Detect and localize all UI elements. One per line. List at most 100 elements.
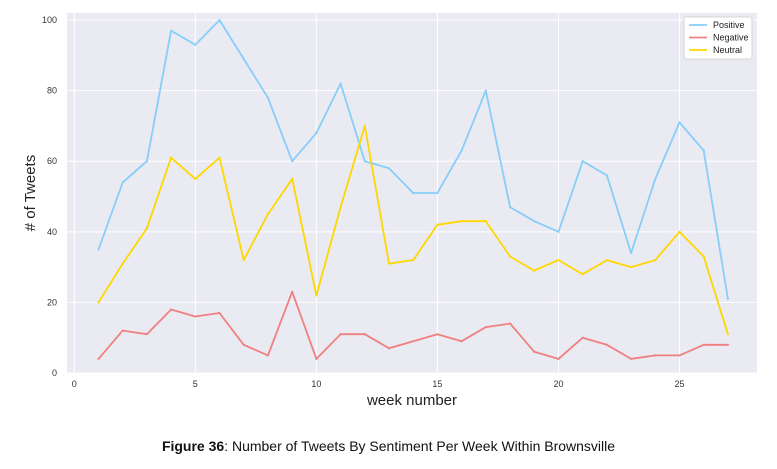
data-point-negative — [533, 350, 536, 353]
data-point-negative — [557, 357, 560, 360]
data-point-positive — [726, 297, 730, 300]
y-tick-label: 60 — [47, 156, 57, 166]
data-point-negative — [630, 357, 633, 360]
legend-label-negative: Negative — [713, 33, 749, 43]
data-point-positive — [97, 248, 100, 251]
caption-text: : Number of Tweets By Sentiment Per Week… — [224, 438, 616, 454]
y-tick-label: 0 — [52, 368, 57, 378]
data-point-negative — [460, 340, 463, 343]
line-chart: 0 5 10 15 20 25 0 20 40 60 80 100 week number # of … — [22, 13, 757, 409]
data-point-negative — [387, 347, 391, 350]
data-point-neutral — [170, 156, 173, 159]
data-point-positive — [363, 160, 366, 163]
grid — [67, 13, 757, 374]
x-tick-label: 25 — [675, 379, 685, 389]
data-point-neutral — [194, 177, 197, 180]
data-point-negative — [266, 354, 270, 357]
data-point-positive — [436, 191, 439, 195]
data-point-positive — [242, 57, 245, 60]
data-point-neutral — [581, 273, 584, 276]
x-tick-label: 5 — [193, 379, 198, 389]
data-point-positive — [533, 220, 536, 223]
data-point-negative — [97, 357, 100, 360]
data-point-neutral — [363, 124, 366, 128]
data-point-neutral — [97, 301, 100, 304]
data-point-positive — [121, 181, 124, 184]
data-point-neutral — [460, 220, 463, 223]
data-point-positive — [605, 174, 608, 177]
data-point-positive — [460, 149, 463, 152]
data-point-neutral — [387, 262, 391, 265]
data-point-neutral — [557, 258, 560, 262]
series-lines — [97, 18, 730, 360]
legend-label-neutral: Neutral — [713, 45, 742, 55]
data-point-neutral — [145, 227, 148, 230]
data-point-positive — [170, 29, 173, 32]
y-tick-label: 40 — [47, 227, 57, 237]
data-point-neutral — [630, 266, 633, 269]
data-point-positive — [557, 230, 560, 233]
figure-caption: Figure 36: Number of Tweets By Sentiment… — [0, 438, 777, 454]
data-point-positive — [630, 251, 633, 255]
data-point-negative — [121, 329, 124, 332]
data-point-neutral — [266, 213, 270, 216]
data-point-negative — [678, 354, 681, 357]
data-point-neutral — [315, 294, 318, 297]
data-point-negative — [170, 308, 173, 311]
data-point-neutral — [484, 220, 487, 223]
data-point-positive — [194, 43, 197, 46]
data-point-negative — [339, 333, 342, 336]
data-point-negative — [218, 311, 221, 315]
data-point-negative — [436, 333, 439, 336]
data-point-positive — [654, 177, 657, 180]
y-axis-label: # of Tweets — [22, 155, 39, 231]
data-point-neutral — [242, 258, 245, 262]
data-point-negative — [654, 354, 657, 357]
legend-box — [683, 16, 753, 60]
data-point-negative — [145, 333, 148, 336]
data-point-positive — [508, 206, 512, 209]
data-point-positive — [484, 89, 487, 92]
legend-label-positive: Positive — [713, 20, 745, 30]
data-point-neutral — [436, 223, 439, 226]
data-point-negative — [194, 315, 197, 318]
data-point-neutral — [412, 258, 415, 262]
data-point-negative — [726, 343, 730, 346]
x-tick-label: 20 — [553, 379, 563, 389]
data-point-positive — [315, 131, 318, 135]
data-point-neutral — [654, 258, 657, 262]
data-point-positive — [387, 167, 391, 170]
data-point-positive — [218, 18, 221, 22]
x-axis-label: week number — [366, 392, 457, 409]
data-point-neutral — [218, 156, 221, 159]
data-point-neutral — [533, 269, 536, 272]
data-point-neutral — [121, 262, 124, 265]
tick-labels: 0 5 10 15 20 25 0 20 40 60 80 100 — [42, 15, 685, 389]
data-point-positive — [581, 160, 584, 163]
data-point-positive — [339, 82, 342, 85]
data-point-positive — [266, 96, 270, 99]
data-point-negative — [508, 322, 512, 325]
legend: Positive Negative Neutral — [683, 16, 753, 60]
data-point-neutral — [678, 230, 681, 233]
x-tick-label: 15 — [432, 379, 442, 389]
data-point-negative — [363, 333, 366, 336]
data-point-neutral — [339, 206, 342, 209]
data-point-neutral — [702, 255, 705, 258]
data-point-neutral — [726, 333, 730, 336]
data-point-negative — [315, 357, 318, 360]
data-point-negative — [581, 336, 584, 339]
data-point-negative — [242, 343, 245, 346]
data-point-positive — [145, 160, 148, 163]
data-point-negative — [291, 290, 294, 293]
data-point-negative — [605, 343, 608, 346]
data-point-neutral — [605, 258, 608, 262]
data-point-negative — [484, 326, 487, 329]
figure-number: Figure 36 — [161, 438, 225, 454]
y-tick-label: 20 — [47, 297, 57, 307]
x-tick-label: 10 — [311, 379, 321, 389]
data-point-positive — [291, 160, 294, 163]
data-point-positive — [702, 149, 705, 152]
x-tick-label: 0 — [72, 379, 77, 389]
data-point-negative — [702, 343, 705, 346]
